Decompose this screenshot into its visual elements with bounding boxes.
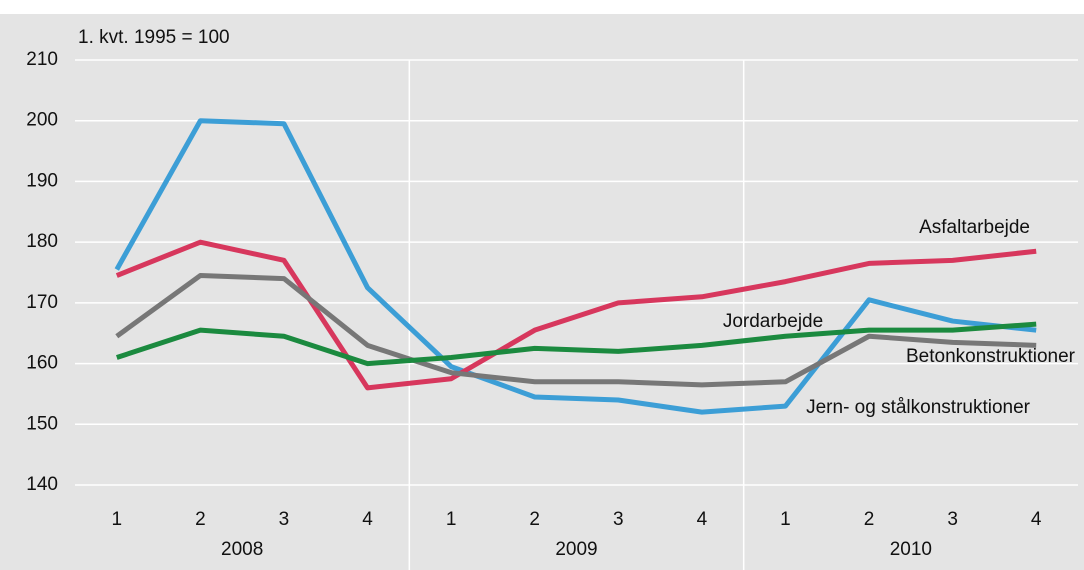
- series-label: Betonkonstruktioner: [906, 346, 1076, 367]
- x-tick-label: 4: [697, 509, 708, 530]
- x-tick-label: 3: [947, 509, 958, 530]
- chart-background: [0, 14, 1084, 570]
- x-tick-label: 4: [362, 509, 373, 530]
- y-axis-label: 1. kvt. 1995 = 100: [78, 27, 230, 48]
- series-line: [115, 273, 1037, 388]
- y-tick-label: 150: [26, 413, 58, 434]
- y-tick-label: 140: [26, 474, 58, 495]
- x-tick-label: 2: [195, 509, 206, 530]
- y-tick-label: 200: [26, 110, 58, 131]
- series-label: Asfaltarbejde: [919, 217, 1030, 238]
- x-tick-label: 4: [1031, 509, 1042, 530]
- y-tick-label: 190: [26, 170, 58, 191]
- x-tick-label: 2: [529, 509, 540, 530]
- x-group-label: 2010: [890, 539, 932, 560]
- x-tick-label: 1: [112, 509, 123, 530]
- series-line: [114, 118, 1037, 415]
- series-line: [116, 321, 1037, 367]
- series-label: Jordarbejde: [723, 311, 823, 332]
- series-label: Jern- og stålkonstruktioner: [806, 397, 1031, 418]
- x-tick-label: 3: [613, 509, 624, 530]
- x-tick-label: 3: [279, 509, 290, 530]
- series-line: [115, 239, 1037, 391]
- x-group-label: 2009: [555, 539, 597, 560]
- x-tick-label: 1: [446, 509, 457, 530]
- y-tick-label: 170: [26, 292, 58, 313]
- x-tick-label: 2: [864, 509, 875, 530]
- y-tick-label: 180: [26, 231, 58, 252]
- x-tick-label: 1: [780, 509, 791, 530]
- y-tick-label: 210: [26, 49, 58, 70]
- y-tick-label: 160: [26, 353, 58, 374]
- x-group-label: 2008: [221, 539, 263, 560]
